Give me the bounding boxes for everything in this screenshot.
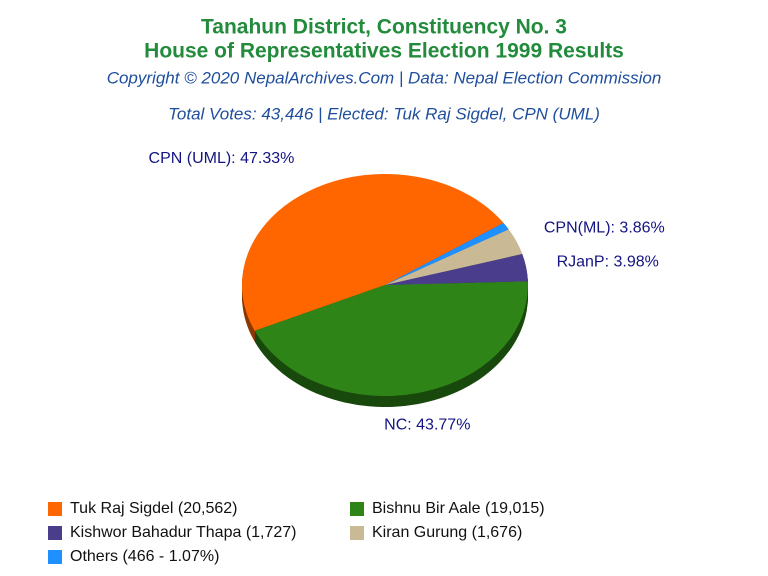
chart-subtitle: Copyright © 2020 NepalArchives.Com | Dat… <box>107 68 662 87</box>
legend-swatch <box>48 502 62 516</box>
slice-labels: CPN (UML): 47.33% NC: 43.77% RJanP: 3.98% C… <box>149 150 665 434</box>
slice <box>385 253 528 285</box>
slice <box>385 222 509 285</box>
legend: Tuk Raj Sigdel (20,562) Bishnu Bir Aale (… <box>48 500 545 565</box>
slice-label: CPN(ML): 3.86% <box>544 219 665 236</box>
slice-label: NC: 43.77% <box>384 417 470 434</box>
chart-annotation: Total Votes: 43,446 | Elected: Tuk Raj S… <box>168 104 600 123</box>
legend-swatch <box>48 550 62 564</box>
chart-title: House of Representatives Election 1999 R… <box>144 40 624 63</box>
legend-label: Kiran Gurung (1,676) <box>372 524 522 541</box>
legend-label: Tuk Raj Sigdel (20,562) <box>70 500 238 517</box>
legend-label: Bishnu Bir Aale (19,015) <box>372 500 545 517</box>
legend-label: Kishwor Bahadur Thapa (1,727) <box>70 524 297 541</box>
slice <box>254 281 528 396</box>
slice <box>242 174 504 331</box>
slice <box>385 229 523 285</box>
slice-label: RJanP: 3.98% <box>557 253 659 270</box>
legend-swatch <box>350 502 364 516</box>
slice-label: CPN (UML): 47.33% <box>149 150 295 167</box>
pie <box>242 174 528 396</box>
legend-label: Others (466 - 1.07%) <box>70 548 219 565</box>
legend-swatch <box>350 526 364 540</box>
chart-title: Tanahun District, Constituency No. 3 <box>201 16 567 39</box>
legend-swatch <box>48 526 62 540</box>
